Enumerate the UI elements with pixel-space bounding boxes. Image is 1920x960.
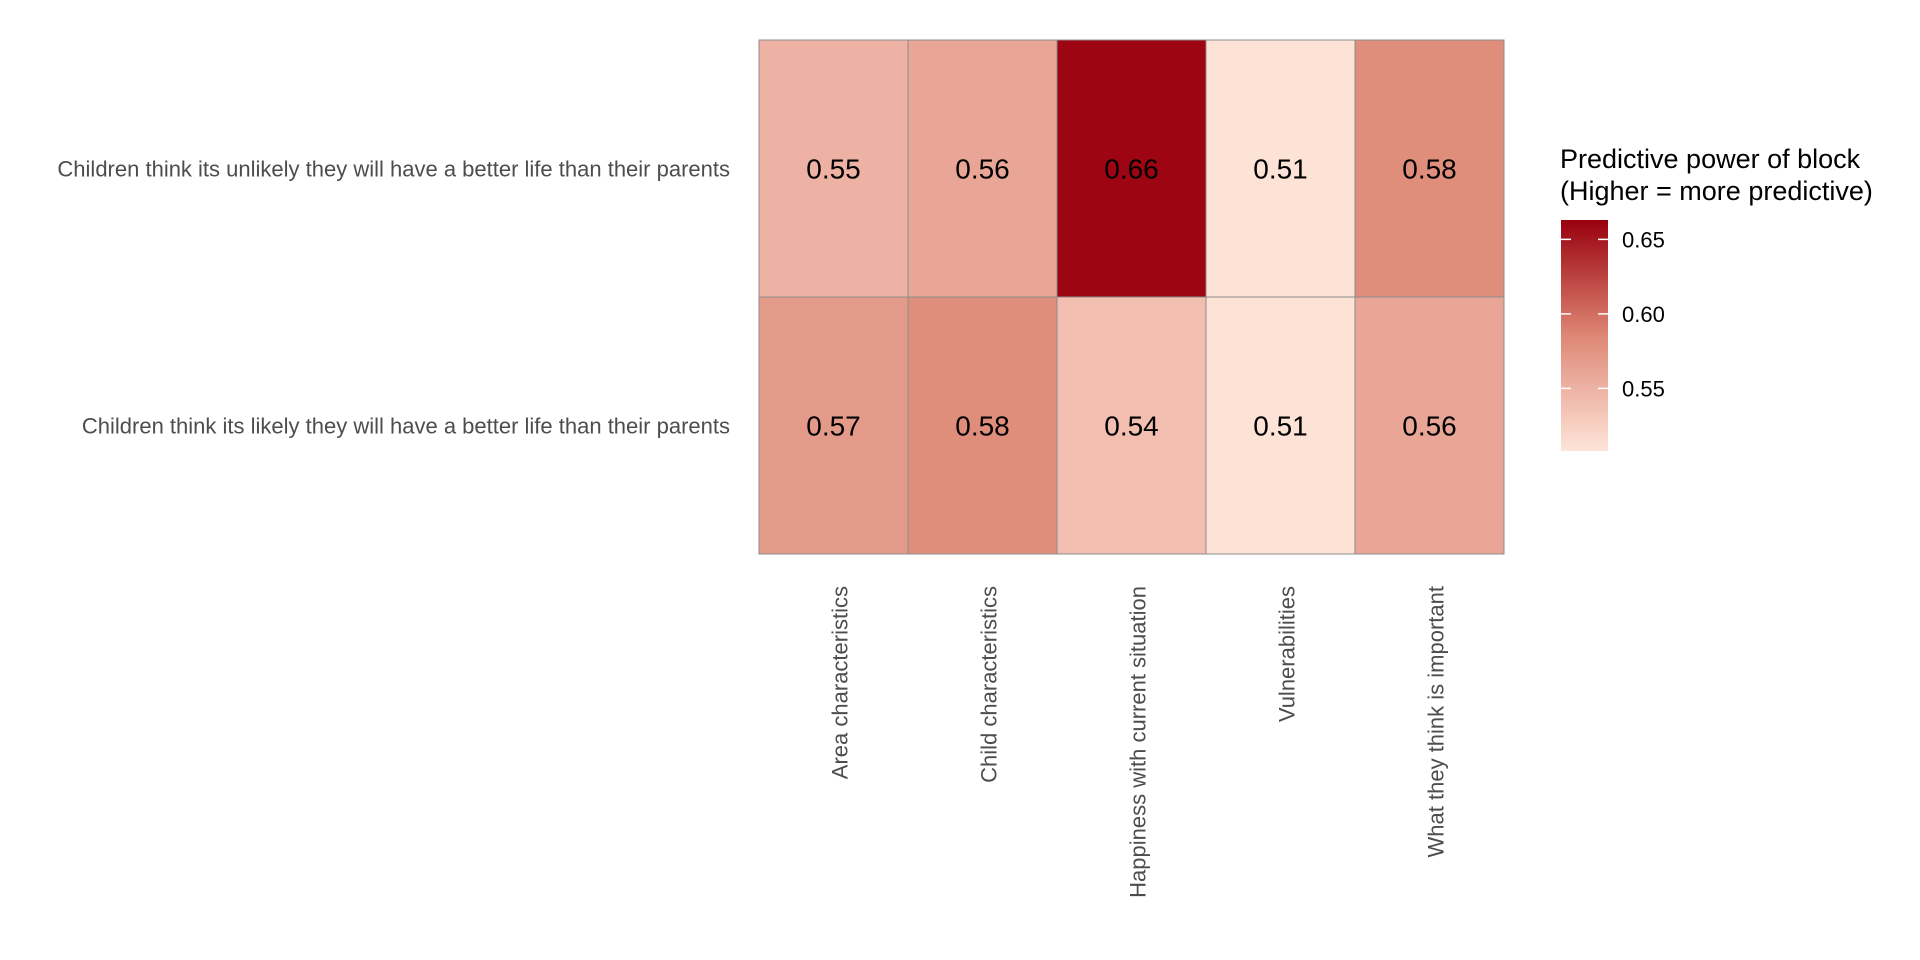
x-axis-label: Child characteristics <box>976 586 1001 783</box>
x-axis-label: Area characteristics <box>827 586 852 779</box>
legend-colorbar <box>1561 220 1608 451</box>
color-legend: Predictive power of block (Higher = more… <box>1560 144 1873 451</box>
cell-value-label: 0.58 <box>955 411 1010 442</box>
y-axis-label: Children think its likely they will have… <box>82 414 730 439</box>
heatmap-cell <box>907 296 1058 555</box>
heatmap-cell <box>1354 296 1505 555</box>
legend-tick-label: 0.55 <box>1622 376 1665 401</box>
heatmap-cell <box>1056 39 1207 298</box>
x-axis-label: What they think is important <box>1423 586 1448 857</box>
legend-ticks: 0.55 0.60 0.65 <box>1561 227 1665 401</box>
heatmap-cell-labels: 0.55 0.56 0.66 0.51 0.58 0.57 0.58 0.54 0.51 0.56 <box>806 154 1457 442</box>
cell-value-label: 0.56 <box>955 154 1010 185</box>
heatmap-cell <box>1205 39 1356 298</box>
cell-value-label: 0.56 <box>1402 411 1457 442</box>
heatmap-cell <box>1056 296 1207 555</box>
x-axis-label: Vulnerabilities <box>1274 586 1299 722</box>
heatmap-cells <box>758 39 1505 555</box>
x-axis-labels: Area characteristics Child characteristic… <box>827 586 1448 898</box>
cell-value-label: 0.51 <box>1253 154 1308 185</box>
cell-value-label: 0.57 <box>806 411 861 442</box>
x-axis-label: Happiness with current situation <box>1125 586 1150 898</box>
legend-title-line1: Predictive power of block <box>1560 144 1861 174</box>
legend-title-line2: (Higher = more predictive) <box>1560 176 1873 206</box>
cell-value-label: 0.66 <box>1104 154 1159 185</box>
y-axis-labels: Children think its unlikely they will ha… <box>57 157 730 439</box>
legend-tick-label: 0.60 <box>1622 302 1665 327</box>
cell-value-label: 0.58 <box>1402 154 1457 185</box>
heatmap-cell <box>758 39 909 298</box>
y-axis-label: Children think its unlikely they will ha… <box>57 157 730 182</box>
legend-tick-label: 0.65 <box>1622 227 1665 252</box>
heatmap-cell <box>907 39 1058 298</box>
heatmap-cell <box>1205 296 1356 555</box>
heatmap-cell <box>758 296 909 555</box>
cell-value-label: 0.54 <box>1104 411 1159 442</box>
cell-value-label: 0.55 <box>806 154 861 185</box>
heatmap-cell <box>1354 39 1505 298</box>
cell-value-label: 0.51 <box>1253 411 1308 442</box>
